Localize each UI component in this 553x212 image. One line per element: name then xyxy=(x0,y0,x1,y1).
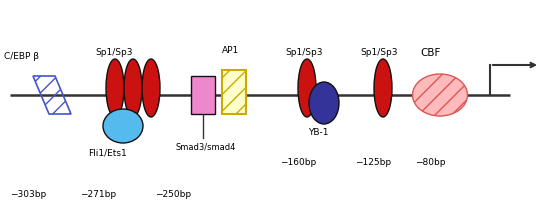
Text: Fli1/Ets1: Fli1/Ets1 xyxy=(88,148,127,157)
Text: Sp1/Sp3: Sp1/Sp3 xyxy=(285,48,322,57)
Text: −250bp: −250bp xyxy=(155,190,191,199)
Text: YB-1: YB-1 xyxy=(308,128,328,137)
Text: CBF: CBF xyxy=(420,48,440,58)
Text: Sp1/Sp3: Sp1/Sp3 xyxy=(360,48,398,57)
Text: Smad3/smad4: Smad3/smad4 xyxy=(176,142,236,151)
Ellipse shape xyxy=(298,59,316,117)
Ellipse shape xyxy=(374,59,392,117)
Ellipse shape xyxy=(142,59,160,117)
Text: −80bp: −80bp xyxy=(415,158,446,167)
Ellipse shape xyxy=(124,59,142,117)
Text: −271bp: −271bp xyxy=(80,190,116,199)
Ellipse shape xyxy=(106,59,124,117)
Text: −160bp: −160bp xyxy=(280,158,316,167)
Text: AP1: AP1 xyxy=(222,46,239,55)
Bar xyxy=(191,76,215,114)
Bar xyxy=(222,70,246,114)
Ellipse shape xyxy=(413,74,467,116)
Text: −303bp: −303bp xyxy=(10,190,46,199)
Ellipse shape xyxy=(103,109,143,143)
Ellipse shape xyxy=(309,82,339,124)
Text: −125bp: −125bp xyxy=(355,158,391,167)
Text: C/EBP β: C/EBP β xyxy=(4,52,39,61)
Text: Sp1/Sp3: Sp1/Sp3 xyxy=(95,48,133,57)
